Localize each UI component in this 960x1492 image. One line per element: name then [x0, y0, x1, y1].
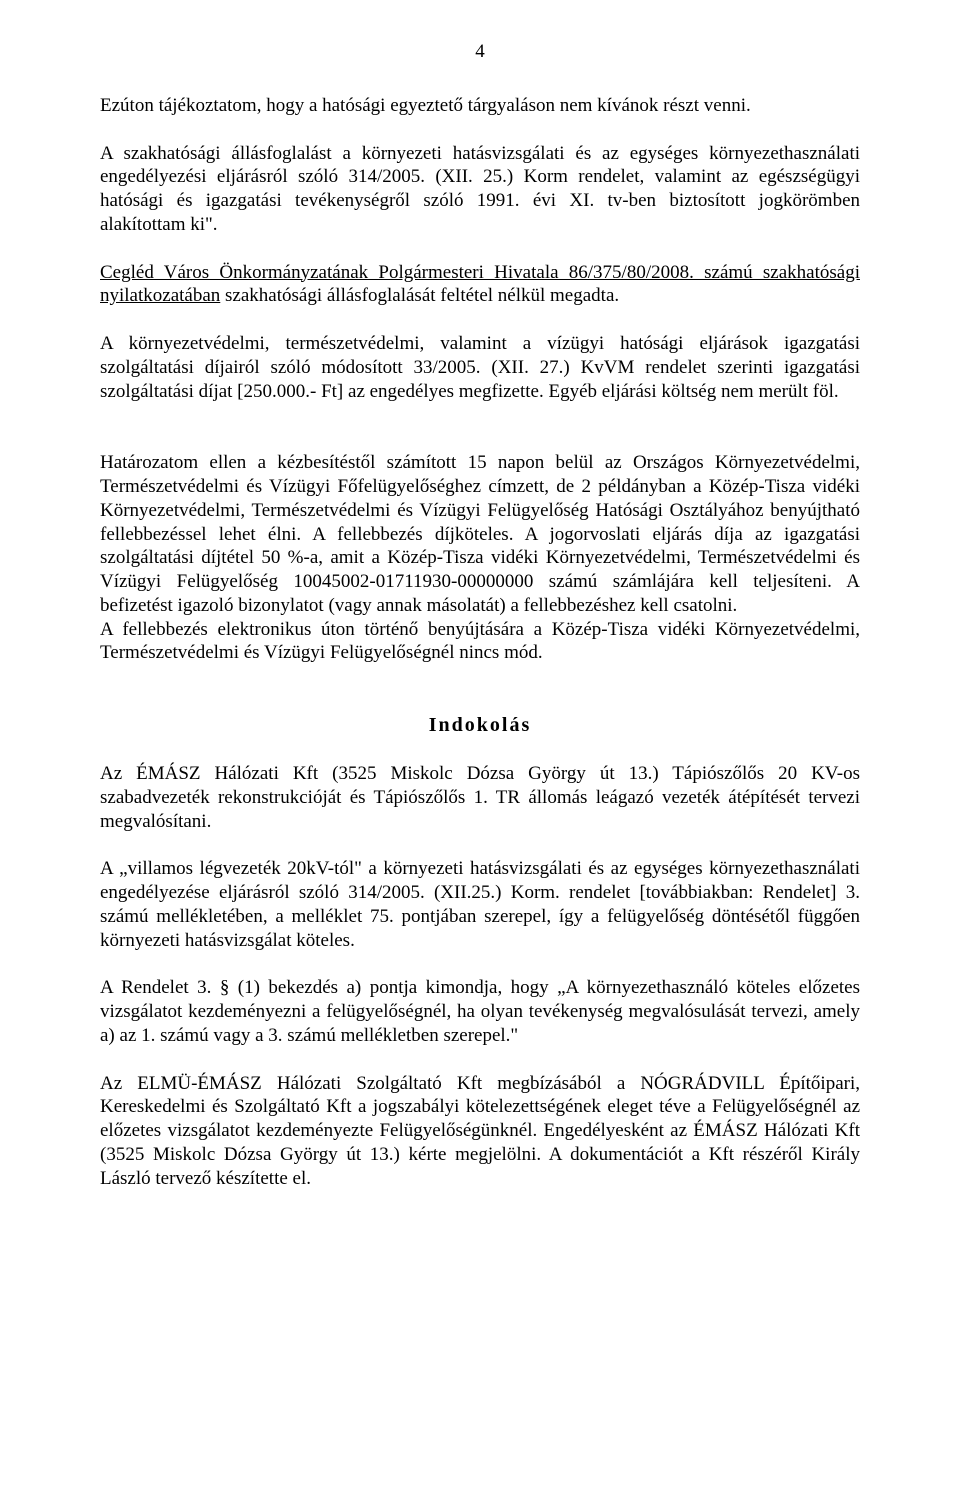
section-heading-indokolas: Indokolás [100, 713, 860, 738]
paragraph-4: A környezetvédelmi, természetvédelmi, va… [100, 332, 860, 403]
page-number: 4 [100, 40, 860, 64]
paragraph-1: Ezúton tájékoztatom, hogy a hatósági egy… [100, 94, 860, 118]
paragraph-9: A Rendelet 3. § (1) bekezdés a) pontja k… [100, 976, 860, 1047]
paragraph-3-rest: szakhatósági állásfoglalását feltétel né… [220, 285, 619, 306]
paragraph-5: Határozatom ellen a kézbesítéstől számít… [100, 451, 860, 617]
paragraph-6: A fellebbezés elektronikus úton történő … [100, 618, 860, 666]
paragraph-3: Cegléd Város Önkormányzatának Polgármest… [100, 261, 860, 309]
paragraph-8: A „villamos légvezeték 20kV-tól" a körny… [100, 857, 860, 952]
paragraph-10: Az ELMÜ-ÉMÁSZ Hálózati Szolgáltató Kft m… [100, 1072, 860, 1191]
paragraph-2: A szakhatósági állásfoglalást a környeze… [100, 142, 860, 237]
document-page: 4 Ezúton tájékoztatom, hogy a hatósági e… [0, 0, 960, 1492]
paragraph-7: Az ÉMÁSZ Hálózati Kft (3525 Miskolc Dózs… [100, 762, 860, 833]
